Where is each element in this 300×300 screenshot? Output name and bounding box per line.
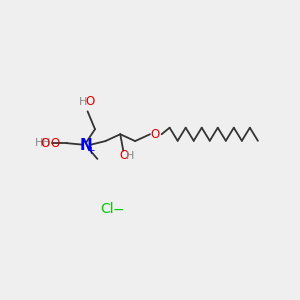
Text: H: H [42, 138, 50, 148]
Text: −: − [113, 202, 124, 216]
Text: O: O [40, 137, 50, 150]
Text: H: H [79, 97, 87, 107]
Text: O: O [119, 149, 128, 162]
Text: O: O [85, 95, 94, 108]
Text: O: O [150, 128, 160, 141]
Text: +: + [87, 146, 96, 156]
Text: H: H [35, 138, 43, 148]
Text: O: O [50, 137, 60, 150]
Text: Cl: Cl [100, 202, 114, 216]
Text: N: N [80, 138, 92, 153]
Text: H: H [126, 151, 134, 160]
